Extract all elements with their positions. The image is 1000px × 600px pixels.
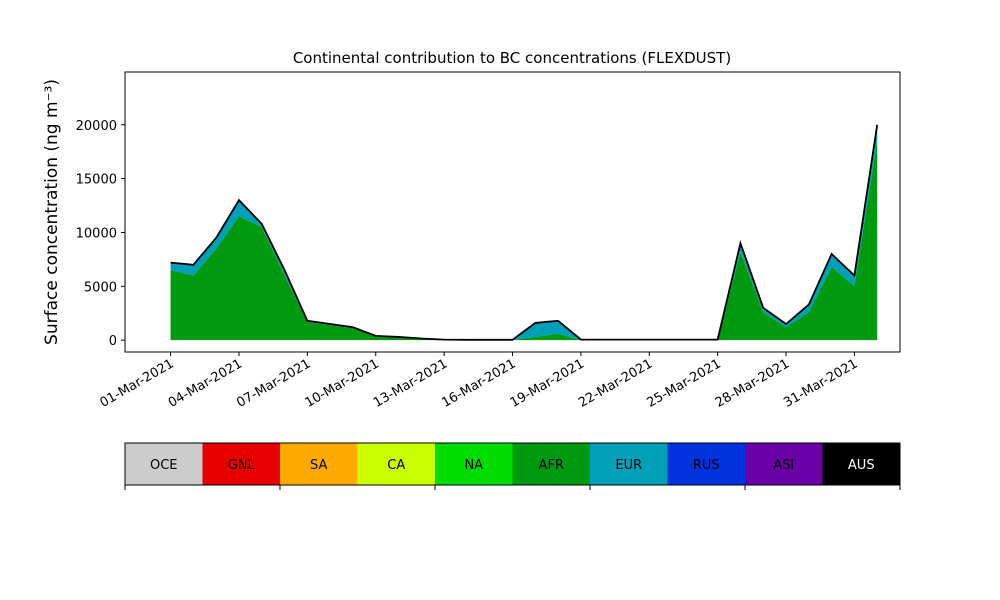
x-tick-label: 13-Mar-2021 (371, 356, 450, 410)
y-tick-label: 5000 (84, 280, 117, 295)
colorbar-cell (280, 443, 358, 485)
x-tick-label: 22-Mar-2021 (576, 356, 655, 410)
colorbar-cell (745, 443, 823, 485)
x-tick-label: 16-Mar-2021 (439, 356, 518, 410)
chart-title: Continental contribution to BC concentra… (293, 49, 731, 67)
colorbar-cell (125, 443, 203, 485)
x-tick-label: 04-Mar-2021 (166, 356, 245, 410)
colorbar-label: CA (387, 458, 405, 473)
colorbar-label: AUS (848, 458, 875, 473)
colorbar-label: GNL (228, 458, 256, 473)
y-tick-label: 20000 (76, 119, 117, 134)
colorbar-cell (590, 443, 668, 485)
colorbar-label: OCE (150, 458, 178, 473)
colorbar-cell (822, 443, 901, 485)
x-tick-label: 10-Mar-2021 (303, 356, 382, 410)
x-tick-label: 01-Mar-2021 (97, 356, 176, 410)
colorbar-cell (202, 443, 281, 485)
colorbar-cell (667, 443, 746, 485)
area (170, 140, 878, 341)
colorbar-cell (357, 443, 436, 485)
y-axis-label: Surface concentration (ng m⁻³) (42, 79, 62, 345)
x-tick-label: 19-Mar-2021 (508, 356, 587, 410)
x-tick-label: 07-Mar-2021 (234, 356, 313, 410)
total-line (170, 124, 879, 341)
y-tick-label: 10000 (76, 226, 117, 241)
colorbar-label: NA (464, 458, 483, 473)
x-tick-label: 28-Mar-2021 (713, 356, 792, 410)
colorbar-label: EUR (615, 458, 642, 473)
colorbar-cell (512, 443, 591, 485)
x-tick-label: 31-Mar-2021 (781, 356, 860, 410)
colorbar-cell (435, 443, 513, 485)
colorbar-frame (124, 442, 901, 486)
y-tick-label: 15000 (76, 173, 117, 188)
colorbar-label: RUS (693, 458, 720, 473)
colorbar-label: SA (310, 458, 327, 473)
colorbar-label: AFR (539, 458, 564, 473)
x-tick-label: 25-Mar-2021 (645, 356, 724, 410)
colorbar-label: ASI (773, 458, 794, 473)
y-tick-label: 0 (109, 334, 117, 349)
